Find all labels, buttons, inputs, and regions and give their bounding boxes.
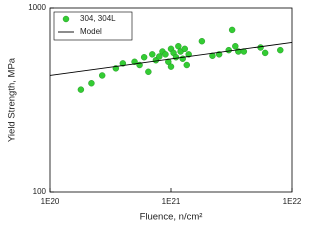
data-point	[261, 49, 269, 57]
legend-box	[53, 11, 133, 41]
data-point	[257, 44, 264, 51]
x-axis-title: Fluence, n/cm²	[140, 212, 203, 223]
data-point	[175, 42, 182, 50]
data-point	[162, 51, 169, 58]
legend-marker	[62, 15, 70, 23]
model-line	[49, 41, 293, 76]
data-point	[167, 63, 175, 70]
data-point	[172, 54, 180, 61]
data-point	[181, 45, 188, 53]
data-point	[77, 86, 85, 93]
data-point	[88, 80, 95, 87]
legend-label: Model	[80, 27, 102, 36]
data-point	[228, 26, 236, 34]
y-tick-label: 1000	[28, 3, 46, 12]
data-point	[140, 54, 148, 61]
y-axis-title: Yield Strength, MPa	[7, 57, 18, 142]
data-point	[198, 38, 206, 45]
data-point	[225, 46, 232, 54]
legend-label: 304, 304L	[80, 14, 116, 23]
data-point	[165, 58, 172, 66]
data-point	[209, 52, 216, 59]
data-point	[156, 53, 163, 60]
chart: Fluence, n/cm² Yield Strength, MPa 100 10…	[7, 3, 302, 223]
data-point	[185, 51, 192, 58]
data-point	[240, 48, 248, 55]
data-point	[149, 51, 156, 58]
x-tick-label: 1E22	[283, 197, 302, 206]
data-point	[183, 61, 190, 69]
data-point	[145, 68, 152, 76]
x-tick-label: 1E20	[41, 197, 60, 206]
x-tick-label: 1E21	[162, 197, 181, 206]
y-tick-label: 100	[33, 187, 47, 196]
data-point	[232, 42, 239, 50]
data-point	[98, 72, 106, 79]
data-point	[277, 46, 284, 54]
